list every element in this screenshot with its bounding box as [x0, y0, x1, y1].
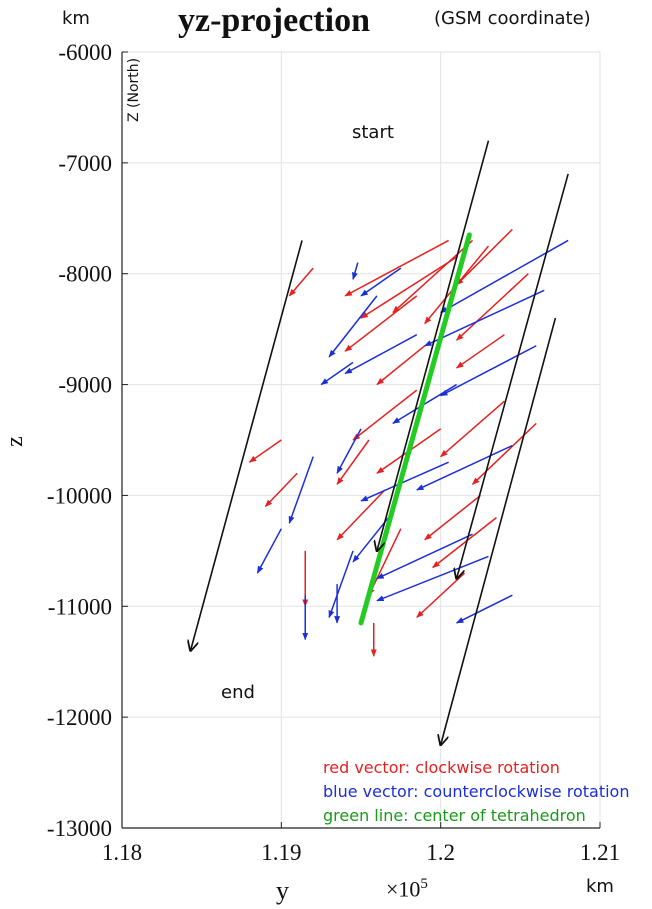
- blue-vector-10: [376, 555, 489, 602]
- blue-vector-0: [328, 295, 378, 358]
- trajectory-line-3: [441, 317, 557, 745]
- z-axis-label: z: [1, 436, 28, 447]
- blue-vector-5: [336, 428, 362, 474]
- legend-red-vector: red vector: clockwise rotation: [323, 758, 560, 777]
- legend-green-line: green line: center of tetrahedron: [323, 806, 586, 825]
- red-vector-1: [392, 239, 474, 314]
- x-tick-label-3: 1.21: [580, 840, 620, 865]
- red-vector-19: [424, 494, 481, 541]
- blue-vector-4: [424, 289, 545, 347]
- y-tick-label-1: -7000: [58, 151, 112, 176]
- y-tick-label-0: -6000: [58, 40, 112, 65]
- blue-vector-14: [352, 262, 359, 280]
- y-tick-label-6: -12000: [47, 705, 112, 730]
- blue-vector-15: [320, 361, 354, 386]
- axes-layer: [121, 51, 601, 829]
- red-vector-17: [336, 439, 370, 485]
- x-tick-label-2: 1.2: [426, 840, 455, 865]
- tick-label-layer: -6000 -7000 -8000 -9000 -10000 -11000 -12000 -1…: [47, 40, 620, 865]
- blue-vector-12: [288, 456, 314, 524]
- trajectory-line-1: [377, 140, 490, 551]
- chart-title: yz-projection: [178, 2, 370, 39]
- blue-vector-11: [328, 550, 354, 619]
- red-vector-4: [456, 228, 513, 286]
- z-north-annotation: Z (North): [126, 57, 142, 122]
- blue-vector-16: [455, 594, 513, 624]
- center-line-layer: [358, 232, 472, 626]
- y-tick-label-4: -10000: [47, 483, 112, 508]
- red-vector-22: [455, 334, 505, 369]
- red-vector-6: [456, 273, 529, 341]
- red-vector-9: [440, 400, 505, 458]
- red-vector-11: [336, 489, 386, 541]
- grid-layer: [121, 51, 601, 829]
- x-tick-label-0: 1.18: [102, 840, 142, 865]
- red-vector-10: [471, 422, 537, 485]
- center-line: [358, 232, 472, 626]
- red-vector-13: [432, 517, 497, 569]
- blue-vector-1: [344, 334, 418, 375]
- blue-vector-19: [360, 267, 402, 297]
- y-tick-label-2: -8000: [58, 262, 112, 287]
- trajectory-line-0: [191, 240, 303, 650]
- red-vector-18: [248, 439, 282, 463]
- legend-blue-vector: blue vector: counterclockwise rotation: [323, 782, 630, 801]
- end-annotation: end: [221, 682, 255, 703]
- y-axis-label: y: [276, 876, 289, 905]
- red-vector-23: [376, 345, 426, 386]
- unit-label-bottom: km: [586, 876, 614, 897]
- y-tick-label-7: -13000: [47, 816, 112, 841]
- x-exponent-label: ×105: [386, 876, 428, 902]
- y-tick-label-3: -9000: [58, 373, 112, 398]
- x-exponent-base: ×10: [386, 876, 421, 902]
- trajectory-layer: [191, 140, 569, 745]
- red-vector-7: [352, 389, 418, 441]
- red-vector-0: [344, 239, 449, 297]
- trajectory-line-2: [457, 173, 569, 579]
- blue-vector-18: [440, 345, 537, 397]
- unit-label-top: km: [62, 8, 90, 29]
- start-annotation: start: [352, 122, 394, 143]
- red-vector-16: [264, 472, 298, 508]
- coordinate-note: (GSM coordinate): [434, 8, 591, 29]
- blue-vector-7: [360, 461, 449, 502]
- blue-vector-13: [256, 528, 282, 574]
- red-vector-5: [344, 295, 418, 352]
- blue-vector-6: [416, 444, 513, 491]
- blue-vector-8: [352, 511, 394, 563]
- x-tick-label-1: 1.19: [261, 840, 301, 865]
- x-exponent-power: 5: [420, 876, 428, 892]
- red-vector-2: [360, 256, 458, 319]
- blue-vector-9: [376, 533, 473, 580]
- red-vector-20: [288, 267, 314, 297]
- y-tick-label-5: -11000: [48, 594, 112, 619]
